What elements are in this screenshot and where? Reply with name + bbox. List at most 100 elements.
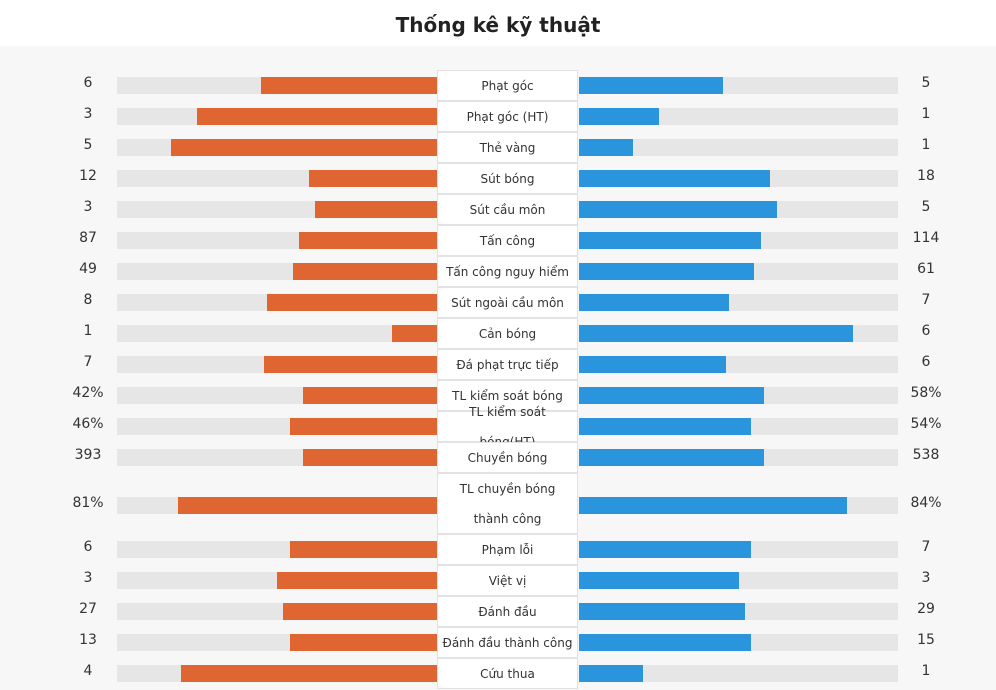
- stat-row: 87 Tấn công 114: [0, 225, 996, 256]
- away-bar-track: [579, 603, 898, 620]
- stat-row: 46% TL kiểm soát bóng(HT) 54%: [0, 405, 996, 449]
- home-bar-track: [117, 603, 437, 620]
- home-value: 3: [83, 106, 93, 122]
- away-value: 15: [917, 632, 935, 648]
- away-value: 5: [921, 75, 931, 91]
- home-value: 6: [83, 75, 93, 91]
- away-value: 7: [921, 539, 931, 555]
- stat-row: 6 Phạt góc 5: [0, 70, 996, 101]
- home-bar: [267, 294, 437, 311]
- away-bar-track: [579, 418, 898, 435]
- away-bar-track: [579, 170, 898, 187]
- home-value: 46%: [72, 416, 104, 432]
- away-bar: [579, 387, 764, 404]
- stat-label: Cản bóng: [437, 318, 578, 349]
- stat-row: 8 Sút ngoài cầu môn 7: [0, 287, 996, 318]
- away-bar-track: [579, 294, 898, 311]
- home-bar: [171, 139, 437, 156]
- home-value: 27: [79, 601, 97, 617]
- stat-row: 4 Cứu thua 1: [0, 658, 996, 689]
- stat-label: Thẻ vàng: [437, 132, 578, 163]
- away-bar-track: [579, 325, 898, 342]
- away-bar-track: [579, 356, 898, 373]
- home-bar-track: [117, 325, 437, 342]
- home-bar: [283, 603, 437, 620]
- stat-row: 13 Đánh đầu thành công 15: [0, 627, 996, 658]
- stat-row: 1 Cản bóng 6: [0, 318, 996, 349]
- away-bar-track: [579, 108, 898, 125]
- home-bar-track: [117, 497, 437, 514]
- away-bar: [579, 634, 751, 651]
- stat-label: Đánh đầu thành công: [437, 627, 578, 658]
- away-value: 6: [921, 323, 931, 339]
- stat-label: Phạt góc (HT): [437, 101, 578, 132]
- home-bar: [315, 201, 437, 218]
- away-bar-track: [579, 263, 898, 280]
- away-value: 3: [921, 570, 931, 586]
- home-value: 7: [83, 354, 93, 370]
- home-bar: [309, 170, 437, 187]
- away-bar: [579, 572, 739, 589]
- away-bar-track: [579, 232, 898, 249]
- home-value: 42%: [72, 385, 104, 401]
- home-bar: [181, 665, 437, 682]
- page-title: Thống kê kỹ thuật: [0, 0, 996, 46]
- away-bar: [579, 603, 745, 620]
- home-value: 3: [83, 570, 93, 586]
- away-value: 1: [921, 106, 931, 122]
- home-bar: [178, 497, 437, 514]
- stat-label: TL chuyền bóng thành công: [437, 473, 578, 534]
- stat-label: Việt vị: [437, 565, 578, 596]
- home-bar: [264, 356, 437, 373]
- home-bar-track: [117, 387, 437, 404]
- home-bar-track: [117, 418, 437, 435]
- stat-row: 7 Đá phạt trực tiếp 6: [0, 349, 996, 380]
- away-bar-track: [579, 572, 898, 589]
- stat-label: TL kiểm soát bóng(HT): [437, 405, 578, 449]
- home-value: 1: [83, 323, 93, 339]
- home-bar: [277, 572, 437, 589]
- home-bar: [290, 418, 437, 435]
- home-bar-track: [117, 665, 437, 682]
- stat-label: Đánh đầu: [437, 596, 578, 627]
- away-bar: [579, 325, 853, 342]
- home-value: 12: [79, 168, 97, 184]
- stat-label: Phạt góc: [437, 70, 578, 101]
- away-bar: [579, 418, 751, 435]
- home-bar-track: [117, 356, 437, 373]
- home-bar-track: [117, 77, 437, 94]
- stat-row: 5 Thẻ vàng 1: [0, 132, 996, 163]
- home-bar: [303, 387, 437, 404]
- home-bar: [303, 449, 437, 466]
- stat-label: Phạm lỗi: [437, 534, 578, 565]
- stat-row: 49 Tấn công nguy hiểm 61: [0, 256, 996, 287]
- away-bar-track: [579, 665, 898, 682]
- home-bar-track: [117, 139, 437, 156]
- stat-label: TL kiểm soát bóng: [437, 380, 578, 411]
- away-bar: [579, 356, 726, 373]
- away-bar: [579, 294, 729, 311]
- away-value: 29: [917, 601, 935, 617]
- away-value: 58%: [910, 385, 942, 401]
- stat-label: Sút bóng: [437, 163, 578, 194]
- home-bar-track: [117, 232, 437, 249]
- away-bar-track: [579, 387, 898, 404]
- away-value: 1: [921, 663, 931, 679]
- away-bar: [579, 108, 659, 125]
- stat-label: Tấn công nguy hiểm: [437, 256, 578, 287]
- away-bar: [579, 77, 723, 94]
- home-bar-track: [117, 634, 437, 651]
- away-bar-track: [579, 449, 898, 466]
- stat-row: 393 Chuyền bóng 538: [0, 442, 996, 473]
- stat-row: 27 Đánh đầu 29: [0, 596, 996, 627]
- stat-row: 3 Việt vị 3: [0, 565, 996, 596]
- away-bar: [579, 232, 761, 249]
- away-value: 5: [921, 199, 931, 215]
- home-bar-track: [117, 294, 437, 311]
- home-bar-track: [117, 541, 437, 558]
- home-value: 81%: [72, 495, 104, 511]
- home-bar: [197, 108, 437, 125]
- away-value: 7: [921, 292, 931, 308]
- stat-label: Sút ngoài cầu môn: [437, 287, 578, 318]
- stat-row: 3 Sút cầu môn 5: [0, 194, 996, 225]
